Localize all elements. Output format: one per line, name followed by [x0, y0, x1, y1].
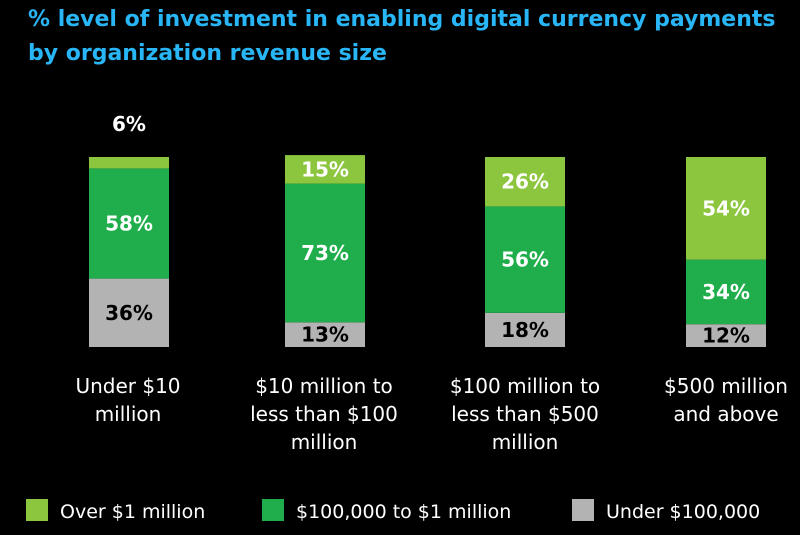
bar-segment-100k-to-1m-4	[686, 259, 766, 325]
legend-label-under-100k: Under $100,000	[606, 501, 760, 523]
data-label-100k-to-1m-2: 73%	[301, 241, 349, 265]
category-label-4-line-1: $500 million	[664, 374, 788, 398]
legend-swatch-100k-to-1m	[262, 499, 284, 521]
data-label-over-1m-3: 26%	[501, 170, 549, 194]
bar-segment-over-1m-2	[285, 155, 365, 184]
data-label-under-100k-1: 36%	[105, 301, 153, 325]
data-label-over-1m-4: 54%	[702, 196, 750, 220]
bar-segment-100k-to-1m-3	[485, 206, 565, 313]
data-label-over-1m-1: 6%	[112, 112, 146, 136]
category-label-2-line-1: $10 million to	[255, 374, 393, 398]
legend-label-over-1m: Over $1 million	[60, 501, 205, 523]
category-label-4-line-2: and above	[673, 402, 778, 426]
data-label-100k-to-1m-4: 34%	[702, 280, 750, 304]
legend-swatch-under-100k	[572, 499, 594, 521]
category-labels: Under $10 million $10 million to less than …	[75, 374, 787, 454]
data-label-100k-to-1m-1: 58%	[105, 212, 153, 236]
category-label-1-line-2: million	[95, 402, 162, 426]
bar-segment-under-100k-1	[89, 278, 169, 347]
category-label-3-line-2: less than $500	[451, 402, 599, 426]
title-line-1: % level of investment in enabling digita…	[28, 7, 775, 32]
bar-segment-100k-to-1m-1	[89, 168, 169, 279]
legend-label-100k-to-1m: $100,000 to $1 million	[296, 501, 511, 523]
bar-segment-under-100k-4	[686, 324, 766, 347]
chart-title: % level of investment in enabling digita…	[28, 7, 775, 66]
category-label-3-line-1: $100 million to	[450, 374, 600, 398]
data-label-under-100k-2: 13%	[301, 323, 349, 347]
legend-swatch-over-1m	[26, 499, 48, 521]
data-label-100k-to-1m-3: 56%	[501, 248, 549, 272]
bar-segment-over-1m-1	[89, 157, 169, 169]
bar-segment-over-1m-3	[485, 157, 565, 207]
data-label-over-1m-2: 15%	[301, 157, 349, 181]
bar-segment-100k-to-1m-2	[285, 183, 365, 323]
category-label-2-line-2: less than $100	[250, 402, 398, 426]
category-label-1-line-1: Under $10	[75, 374, 180, 398]
title-line-2: by organization revenue size	[28, 41, 387, 66]
data-label-under-100k-4: 12%	[702, 324, 750, 348]
bars: 36% 58% 6% 13% 73% 15% 18% 56% 26% 12% 34% 54%	[89, 112, 766, 348]
bar-segment-under-100k-3	[485, 312, 565, 347]
category-label-2-line-3: million	[291, 430, 358, 454]
category-label-3-line-3: million	[492, 430, 559, 454]
bar-segment-over-1m-4	[686, 157, 766, 260]
legend: Over $1 million $100,000 to $1 million Und…	[26, 499, 760, 523]
bar-segment-under-100k-2	[285, 322, 365, 347]
data-label-under-100k-3: 18%	[501, 318, 549, 342]
